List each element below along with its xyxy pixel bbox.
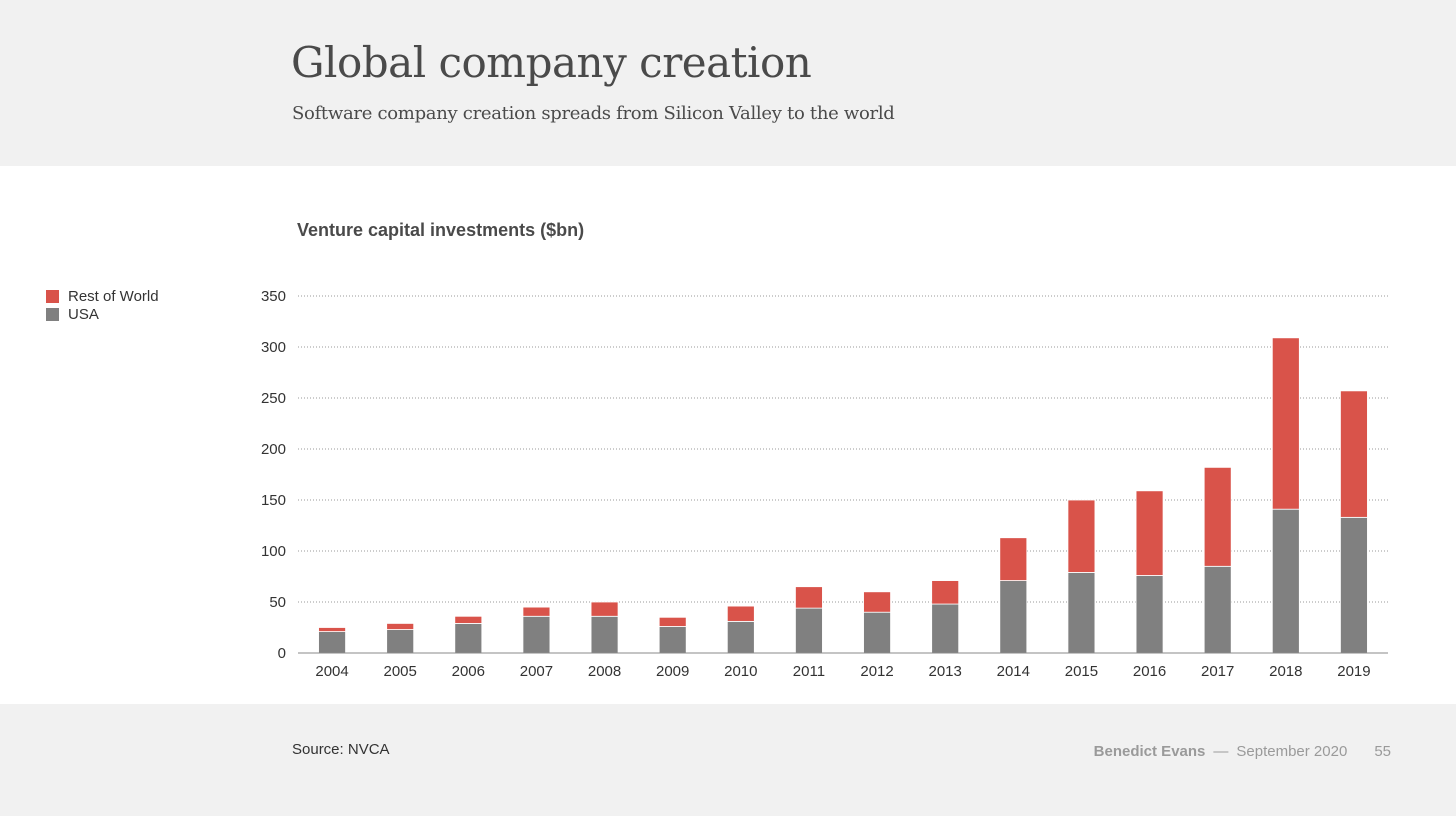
legend-item-rest-of-world: Rest of World	[46, 287, 159, 305]
bar-rest-of-world-2011	[795, 586, 823, 609]
page-subtitle: Software company creation spreads from S…	[292, 103, 895, 124]
x-tick-label: 2009	[656, 663, 689, 680]
bar-usa-2009	[658, 626, 687, 654]
bar-usa-2016	[1135, 575, 1164, 654]
bar-usa-2014	[999, 580, 1028, 654]
bar-usa-2018	[1271, 508, 1300, 654]
bar-usa-2010	[726, 620, 755, 654]
x-tick-label: 2017	[1201, 663, 1234, 680]
bar-usa-2004	[318, 631, 346, 654]
bar-rest-of-world-2007	[522, 606, 551, 617]
legend-label: Rest of World	[68, 287, 159, 305]
x-tick-label: 2007	[520, 663, 553, 680]
bar-rest-of-world-2008	[590, 601, 619, 617]
bar-rest-of-world-2010	[726, 605, 755, 622]
y-tick-label: 250	[261, 390, 286, 407]
page-title: Global company creation	[291, 38, 812, 87]
x-tick-label: 2015	[1065, 663, 1098, 680]
x-axis-ticks: 2004 2005 2006 2007 2008 2009 2010 2011 2012 2013…	[315, 663, 1370, 680]
legend-swatch-rest-of-world	[46, 289, 59, 303]
x-tick-label: 2011	[793, 663, 825, 680]
x-tick-label: 2014	[997, 663, 1030, 680]
x-tick-label: 2013	[929, 663, 962, 680]
legend-label: USA	[68, 305, 99, 323]
bar-rest-of-world-2019	[1340, 390, 1368, 518]
bar-rest-of-world-2004	[318, 627, 346, 632]
y-tick-label: 200	[261, 441, 286, 458]
bar-rest-of-world-2006	[454, 615, 483, 624]
chart-legend: Rest of World USA	[46, 287, 159, 323]
author-name: Benedict Evans	[1093, 743, 1206, 760]
bar-usa-2006	[454, 623, 483, 654]
bar-usa-2019	[1340, 516, 1368, 654]
y-tick-label: 0	[278, 645, 286, 662]
credit-line: Benedict Evans — September 2020 55	[1094, 743, 1391, 760]
bar-rest-of-world-2018	[1271, 337, 1300, 510]
y-axis-ticks: 0 50 100 150 200 250 300 350	[261, 288, 286, 662]
bar-usa-2007	[522, 615, 551, 654]
y-tick-label: 350	[261, 288, 286, 305]
x-tick-label: 2006	[452, 663, 485, 680]
header-band: Global company creation Software company…	[0, 0, 1456, 166]
bar-usa-2013	[931, 603, 960, 654]
bar-usa-2008	[590, 615, 619, 654]
x-tick-label: 2010	[724, 663, 757, 680]
date: September 2020	[1236, 743, 1348, 760]
x-tick-label: 2019	[1337, 663, 1370, 680]
x-tick-label: 2012	[860, 663, 893, 680]
bar-rest-of-world-2009	[658, 616, 687, 627]
bar-rest-of-world-2013	[931, 580, 960, 605]
source-note: Source: NVCA	[292, 741, 390, 758]
x-tick-label: 2008	[588, 663, 621, 680]
y-tick-label: 100	[261, 543, 286, 560]
bar-rest-of-world-2005	[386, 623, 415, 630]
x-tick-label: 2018	[1269, 663, 1302, 680]
legend-item-usa: USA	[46, 305, 159, 323]
chart-title: Venture capital investments ($bn)	[297, 220, 585, 240]
x-tick-label: 2016	[1133, 663, 1166, 680]
x-tick-label: 2004	[315, 663, 348, 680]
bar-usa-2012	[863, 611, 891, 654]
bar-rest-of-world-2016	[1135, 490, 1164, 576]
footer-band	[0, 704, 1456, 816]
page-number: 55	[1374, 743, 1391, 760]
y-tick-label: 50	[269, 594, 286, 611]
y-tick-label: 300	[261, 339, 286, 356]
bar-usa-2015	[1067, 572, 1096, 654]
bar-rest-of-world-2012	[863, 591, 891, 613]
bar-rest-of-world-2014	[999, 537, 1028, 581]
bar-usa-2005	[386, 629, 415, 654]
legend-swatch-usa	[46, 307, 59, 321]
x-tick-label: 2005	[384, 663, 417, 680]
bars	[318, 337, 1368, 654]
bar-rest-of-world-2017	[1203, 466, 1232, 567]
bar-usa-2011	[795, 607, 823, 654]
separator: —	[1213, 743, 1229, 760]
bar-rest-of-world-2015	[1067, 499, 1096, 573]
bar-usa-2017	[1203, 565, 1232, 654]
y-tick-label: 150	[261, 492, 286, 509]
